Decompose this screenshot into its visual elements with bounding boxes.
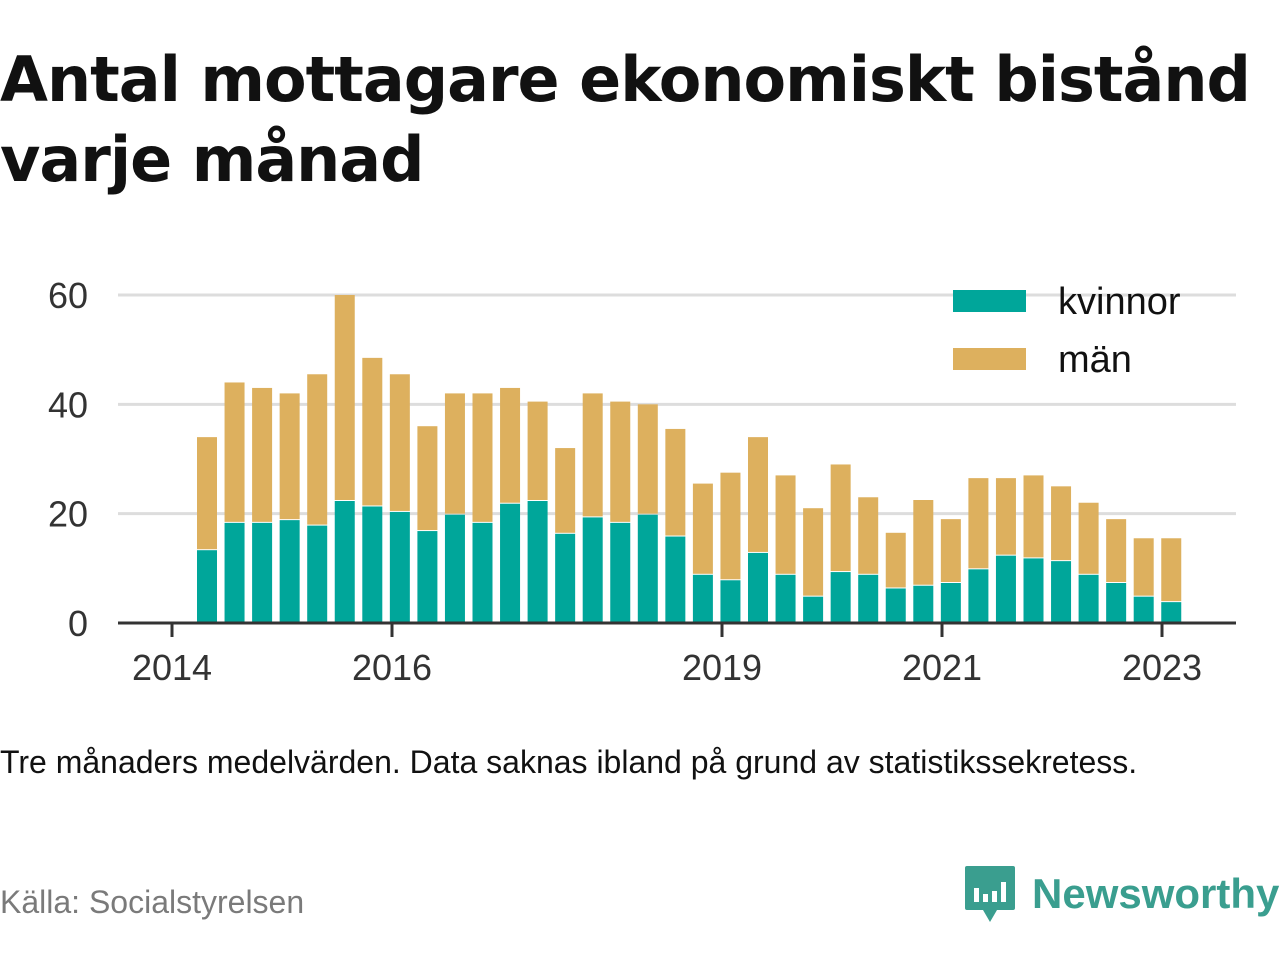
- bar-man: [252, 387, 273, 522]
- bar-kvinnor: [720, 580, 741, 623]
- bar-man: [610, 401, 631, 522]
- bar-man: [1161, 538, 1182, 602]
- y-tick-label: 20: [48, 494, 88, 535]
- bar-kvinnor: [389, 511, 410, 623]
- bar-man: [417, 426, 438, 531]
- bar-kvinnor: [1023, 558, 1044, 623]
- bar-kvinnor: [803, 596, 824, 623]
- bar-kvinnor: [252, 522, 273, 623]
- x-tick-label: 2019: [682, 647, 762, 688]
- bar-kvinnor: [665, 536, 686, 623]
- brand-name: Newsworthy: [1032, 870, 1280, 917]
- legend-swatch: [953, 290, 1026, 312]
- bar-man: [472, 393, 493, 522]
- bar-man: [1051, 486, 1072, 561]
- bar-man: [362, 357, 383, 506]
- bar-kvinnor: [968, 569, 989, 623]
- bar-kvinnor: [197, 550, 217, 623]
- bar-man: [968, 478, 989, 569]
- legend-swatch: [953, 348, 1026, 370]
- y-axis: 0 20 40 60: [48, 275, 88, 644]
- bar-kvinnor: [417, 531, 438, 623]
- bar-man: [527, 401, 548, 500]
- bar-man: [720, 472, 741, 580]
- bar-man: [803, 508, 824, 596]
- bar-man: [913, 500, 934, 585]
- legend-label: kvinnor: [1058, 281, 1181, 323]
- legend-label: män: [1058, 339, 1132, 381]
- y-tick-label: 0: [68, 603, 88, 644]
- bar-kvinnor: [1051, 561, 1072, 623]
- source-text: Källa: Socialstyrelsen: [0, 884, 305, 920]
- bar-man: [637, 404, 658, 514]
- bar-man: [775, 475, 796, 574]
- bar-kvinnor: [748, 552, 768, 623]
- bar-series: [197, 295, 1182, 623]
- bar-kvinnor: [775, 574, 796, 623]
- bar-man: [692, 483, 713, 574]
- bar-kvinnor: [692, 574, 713, 623]
- bar-man: [197, 437, 217, 550]
- bar-kvinnor: [885, 588, 906, 623]
- bar-kvinnor: [858, 574, 879, 623]
- y-tick-label: 40: [48, 384, 88, 425]
- bar-kvinnor: [995, 555, 1016, 623]
- bar-man: [940, 519, 961, 582]
- bar-man: [279, 393, 300, 520]
- bar-kvinnor: [1078, 574, 1099, 623]
- legend: kvinnor män: [953, 281, 1181, 381]
- x-tick-label: 2014: [132, 647, 212, 688]
- y-tick-label: 60: [48, 275, 88, 316]
- bar-man: [444, 393, 465, 514]
- bar-kvinnor: [637, 514, 658, 623]
- bar-kvinnor: [940, 583, 961, 623]
- x-tick-label: 2023: [1122, 647, 1202, 688]
- bar-kvinnor: [444, 514, 465, 623]
- bar-kvinnor: [1161, 602, 1182, 623]
- bar-man: [885, 532, 906, 588]
- bar-man: [1023, 475, 1044, 558]
- bar-man: [830, 464, 851, 572]
- bar-kvinnor: [1133, 596, 1154, 623]
- bar-kvinnor: [527, 501, 548, 623]
- bar-kvinnor: [582, 517, 603, 623]
- bar-man: [500, 387, 521, 503]
- newsworthy-icon: [965, 866, 1015, 922]
- bar-man: [582, 393, 603, 517]
- newsworthy-logo: Newsworthy: [964, 864, 1279, 924]
- bar-kvinnor: [472, 522, 493, 623]
- bar-man: [1106, 519, 1127, 582]
- x-axis: 2014 2016 2019 2021 2023: [118, 621, 1236, 688]
- bar-man: [748, 437, 768, 552]
- bar-kvinnor: [1106, 583, 1127, 623]
- stacked-bar-chart: 0 20 40 60 2014 2016 2019 2021 2023 kvinnor män: [48, 275, 1236, 688]
- bar-man: [1078, 502, 1099, 574]
- chart-note: Tre månaders medelvärden. Data saknas ib…: [0, 744, 1138, 780]
- bar-kvinnor: [224, 522, 245, 623]
- bar-kvinnor: [610, 522, 631, 623]
- bar-kvinnor: [279, 520, 300, 623]
- bar-kvinnor: [500, 503, 521, 623]
- chart-title: Antal mottagare ekonomiskt bistånd varje…: [0, 43, 1251, 196]
- bar-man: [334, 295, 355, 500]
- bar-man: [665, 428, 686, 536]
- bar-man: [995, 478, 1016, 555]
- bar-kvinnor: [555, 533, 576, 623]
- bar-man: [389, 374, 410, 511]
- x-tick-label: 2021: [902, 647, 982, 688]
- bar-man: [858, 497, 879, 574]
- bar-kvinnor: [307, 525, 328, 623]
- bar-man: [1133, 538, 1154, 596]
- bar-man: [224, 382, 245, 522]
- bar-kvinnor: [334, 501, 355, 623]
- bar-man: [307, 374, 328, 525]
- bar-kvinnor: [913, 585, 934, 623]
- x-tick-label: 2016: [352, 647, 432, 688]
- bar-kvinnor: [830, 572, 851, 623]
- bar-kvinnor: [362, 506, 383, 623]
- bar-man: [555, 448, 576, 533]
